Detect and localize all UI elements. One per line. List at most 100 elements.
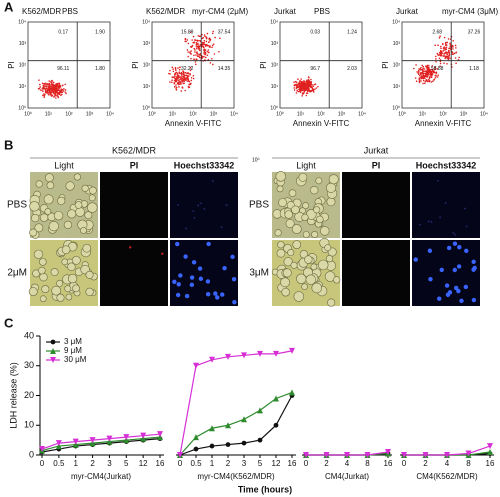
cell [472, 265, 477, 271]
event-dot [57, 85, 60, 88]
event-dot [180, 76, 183, 78]
event-dot [205, 40, 208, 43]
cell [172, 279, 177, 285]
event-dot [190, 57, 192, 60]
event-dot [195, 43, 198, 45]
cell [203, 207, 206, 210]
event-dot [190, 76, 193, 79]
event-dot [299, 91, 302, 94]
event-dot [209, 39, 211, 41]
legend-label: 9 μM [64, 346, 82, 355]
x-tick-label: 10⁰ [276, 111, 284, 117]
cell [35, 180, 43, 188]
micrograph [170, 240, 238, 306]
event-dot [55, 84, 57, 86]
event-dot [181, 87, 184, 89]
event-dot [214, 36, 216, 39]
event-dot [436, 52, 439, 55]
cell [41, 285, 50, 294]
quadrant-value: 1.18 [469, 66, 479, 72]
cell [445, 292, 451, 297]
group-label: CM4(Jurkat) [325, 472, 369, 481]
cell [285, 218, 295, 228]
event-dot [304, 89, 306, 92]
event-dot [177, 82, 179, 85]
cell [413, 257, 418, 262]
y-tick-label: 10³ [271, 41, 279, 47]
y-tick-label: 30 [24, 360, 34, 370]
event-dot [63, 88, 65, 90]
event-dot [312, 90, 315, 92]
event-dot [435, 60, 437, 63]
event-dot [443, 53, 445, 55]
event-dot [420, 77, 422, 79]
event-dot [446, 51, 448, 54]
event-dot [413, 67, 415, 70]
group-title: K562/MDR [112, 145, 157, 155]
event-dot [208, 51, 210, 54]
data-point [39, 446, 45, 453]
data-point [123, 434, 130, 441]
event-dot [184, 71, 187, 74]
event-dot [212, 43, 215, 45]
event-dot [49, 81, 52, 83]
event-dot [295, 92, 298, 94]
event-dot [171, 76, 174, 79]
cell [175, 241, 180, 247]
cell [191, 260, 197, 265]
x-tick-label: 1 [73, 459, 78, 468]
cell [437, 179, 439, 182]
event-dot [439, 51, 442, 54]
data-point [385, 449, 391, 456]
event-dot [427, 64, 430, 67]
cell [213, 291, 218, 296]
event-dot [54, 85, 57, 88]
cell [288, 189, 297, 197]
y-tick-label: 10 [24, 420, 34, 430]
event-dot [435, 71, 438, 74]
legend-label: 3 μM [64, 337, 82, 346]
cell [51, 285, 62, 296]
x-tick-label: 5 [258, 459, 263, 468]
event-dot [434, 76, 437, 79]
cell [301, 283, 308, 290]
event-dot [414, 77, 417, 79]
event-dot [293, 89, 296, 91]
cell [177, 204, 179, 206]
event-dot [189, 73, 191, 76]
cell [185, 227, 188, 230]
event-dot [452, 46, 454, 48]
event-dot [455, 47, 457, 49]
cell [305, 274, 316, 285]
event-dot [302, 85, 304, 88]
cell [129, 246, 132, 249]
quadrant-value: 96.11 [57, 66, 69, 72]
event-dot [50, 79, 53, 82]
data-point [444, 452, 450, 458]
cell [298, 172, 308, 182]
event-dot [51, 94, 53, 97]
group-label: myr-CM4(Jurkat) [71, 472, 131, 481]
event-dot [56, 93, 59, 96]
y-tick-label: 10⁴ [270, 19, 278, 25]
quadrant-value: 37.26 [468, 29, 481, 35]
event-dot [181, 80, 183, 83]
event-dot [39, 89, 42, 91]
event-dot [212, 30, 215, 33]
cell [333, 276, 341, 284]
event-dot [195, 54, 197, 56]
cell [302, 231, 310, 239]
x-tick-label: 12 [272, 459, 281, 468]
event-dot [418, 70, 420, 73]
plot-sample: K562/MDR [22, 7, 61, 16]
event-dot [438, 57, 441, 60]
event-dot [182, 78, 185, 80]
event-dot [211, 44, 214, 47]
event-dot [448, 57, 450, 60]
event-dot [46, 90, 49, 93]
event-dot [297, 78, 299, 80]
quadrant-value: 1.90 [95, 29, 105, 35]
event-dot [437, 54, 440, 56]
event-dot [458, 56, 460, 59]
